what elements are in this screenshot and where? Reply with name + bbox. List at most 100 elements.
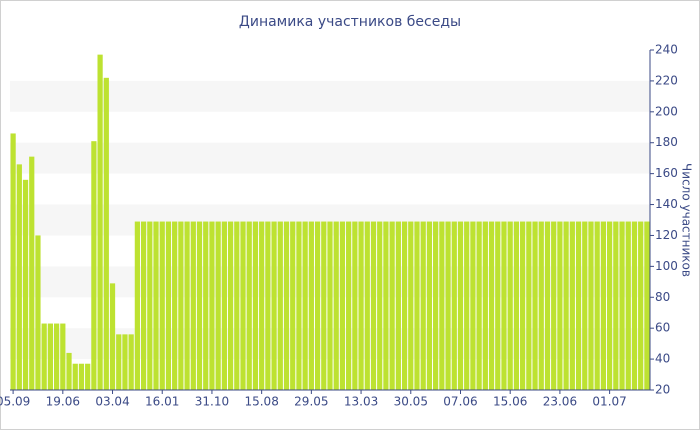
grid-band <box>10 80 650 112</box>
bar <box>395 221 401 390</box>
bar <box>159 221 165 390</box>
bar <box>526 221 532 390</box>
bar <box>575 221 582 390</box>
grid-band <box>10 142 650 174</box>
bar <box>538 221 544 390</box>
bar <box>426 221 433 390</box>
chart-title: Динамика участников беседы <box>239 14 461 30</box>
bar <box>277 221 283 390</box>
bar <box>408 221 414 390</box>
bar <box>625 221 631 390</box>
bar <box>259 221 265 390</box>
bar <box>22 179 29 390</box>
bar <box>532 221 538 390</box>
bar <box>470 221 476 390</box>
y-tick-label: 100 <box>655 259 678 273</box>
bar <box>10 133 16 391</box>
bar <box>128 334 134 390</box>
bar <box>172 221 178 390</box>
x-tick-label: 23.06 <box>543 395 577 409</box>
bar <box>551 221 557 390</box>
bar <box>607 221 613 390</box>
bar <box>85 363 91 390</box>
bar <box>196 221 203 390</box>
bar <box>165 221 172 390</box>
bar <box>557 221 563 390</box>
bar <box>495 221 501 390</box>
bar <box>439 221 445 390</box>
bar <box>339 221 346 390</box>
bar <box>103 77 109 391</box>
x-tick-label: 19.06 <box>46 395 80 409</box>
bar <box>346 221 352 390</box>
bar <box>594 221 600 390</box>
bar <box>327 221 333 390</box>
bar <box>60 323 66 390</box>
bar <box>234 221 240 390</box>
bar <box>271 221 277 390</box>
bar <box>314 221 321 390</box>
bar <box>383 221 389 390</box>
x-tick-label: 30.05 <box>394 395 428 409</box>
x-tick-label: 07.06 <box>443 395 477 409</box>
bar <box>377 221 383 390</box>
bar <box>333 221 339 390</box>
x-tick-label: 31.10 <box>195 395 229 409</box>
bar <box>451 221 457 390</box>
bar <box>184 221 190 390</box>
bar <box>72 363 78 390</box>
bar <box>619 221 625 390</box>
bar <box>482 221 488 390</box>
bar <box>66 352 72 390</box>
bar <box>414 221 420 390</box>
bar <box>308 221 314 390</box>
y-tick-label: 120 <box>655 228 678 242</box>
bar <box>389 221 395 390</box>
bar <box>401 221 408 390</box>
bar <box>203 221 209 390</box>
bar <box>252 221 259 390</box>
bar <box>644 221 650 390</box>
bar <box>97 54 103 391</box>
x-tick-label: 03.04 <box>95 395 129 409</box>
bar <box>582 221 588 390</box>
bar <box>283 221 290 390</box>
bar <box>613 221 619 390</box>
y-tick-label: 220 <box>655 73 678 87</box>
y-tick-label: 40 <box>655 352 670 366</box>
bar <box>41 323 47 390</box>
bar <box>588 221 594 390</box>
bar <box>445 221 451 390</box>
bar <box>370 221 377 390</box>
y-axis-label: Число участников <box>680 163 694 277</box>
y-tick-label: 20 <box>655 383 670 397</box>
x-tick-label: 29.05 <box>294 395 328 409</box>
bar <box>563 221 569 390</box>
bar <box>16 164 22 390</box>
bar <box>507 221 513 390</box>
bar <box>290 221 296 390</box>
y-tick-label: 200 <box>655 104 678 118</box>
y-tick-label: 60 <box>655 321 670 335</box>
bar <box>476 221 482 390</box>
bar <box>190 221 196 390</box>
bar <box>209 221 215 390</box>
bar <box>47 323 53 390</box>
bar <box>178 221 184 390</box>
bar <box>91 141 97 390</box>
bar <box>433 221 439 390</box>
bar <box>520 221 526 390</box>
bar <box>116 334 122 390</box>
bar <box>53 323 60 390</box>
bar <box>140 221 147 390</box>
y-tick-label: 140 <box>655 197 678 211</box>
bar <box>321 221 327 390</box>
bar <box>302 221 308 390</box>
bar <box>29 156 35 390</box>
x-tick-label: 15.06 <box>493 395 527 409</box>
bar <box>246 221 252 390</box>
bar <box>513 221 520 390</box>
bar <box>457 221 464 390</box>
bar <box>501 221 507 390</box>
